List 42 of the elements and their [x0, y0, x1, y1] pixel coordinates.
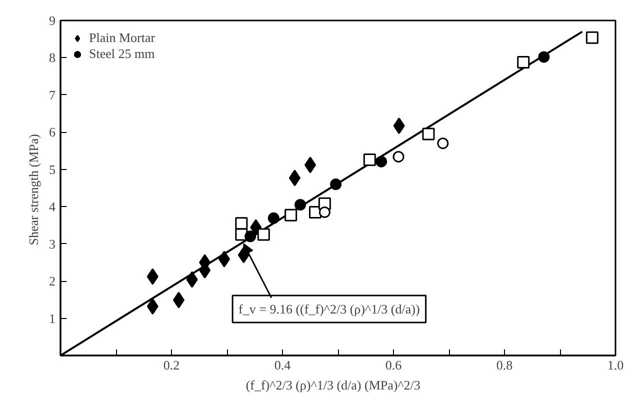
x-tick-label: 1.0: [607, 358, 624, 372]
point: [268, 212, 280, 224]
point: [288, 170, 300, 186]
point: [318, 206, 330, 218]
x-axis-title: (f_f)^2/3 (ρ)^1/3 (d/a) (MPa)^2/3: [246, 378, 420, 392]
point: [235, 217, 248, 230]
point: [186, 271, 198, 288]
point: [218, 250, 230, 268]
point: [257, 228, 270, 241]
y-tick-label: 6: [49, 124, 56, 140]
point: [586, 31, 598, 44]
y-tick-label: 3: [49, 236, 56, 252]
y-tick-label: 8: [49, 50, 56, 66]
x-tick-label: 0.4: [274, 358, 292, 372]
point: [392, 150, 404, 162]
point: [376, 156, 388, 168]
legend-label: Steel 25 mm: [89, 46, 155, 62]
point: [437, 138, 449, 150]
point: [330, 178, 342, 190]
y-tick-label: 9: [49, 13, 56, 28]
point: [294, 199, 306, 210]
point: [393, 118, 405, 134]
point: [146, 298, 158, 315]
point: [284, 208, 298, 222]
point: [244, 230, 256, 242]
x-tick-label: 0.2: [163, 358, 180, 372]
point: [422, 128, 435, 140]
point: [517, 56, 530, 68]
legend-label: Plain Mortar: [89, 30, 156, 46]
y-tick-label: 7: [49, 87, 56, 102]
x-tick-label: 0.6: [385, 358, 402, 372]
y-tick-label: 5: [49, 162, 56, 177]
y-tick-label: 4: [49, 199, 56, 214]
y-tick-label: 1: [49, 310, 56, 326]
annotation: f_v = 9.16 ((f_f)^2/3 (ρ)^1/3 (d/a)): [238, 301, 420, 316]
x-tick-label: 0.8: [496, 358, 513, 372]
point: [146, 268, 158, 285]
y-axis-title: Shear strength (MPa): [26, 134, 41, 246]
point: [172, 292, 184, 308]
y-tick-label: 2: [49, 274, 56, 289]
point: [363, 153, 376, 166]
point: [538, 51, 550, 63]
